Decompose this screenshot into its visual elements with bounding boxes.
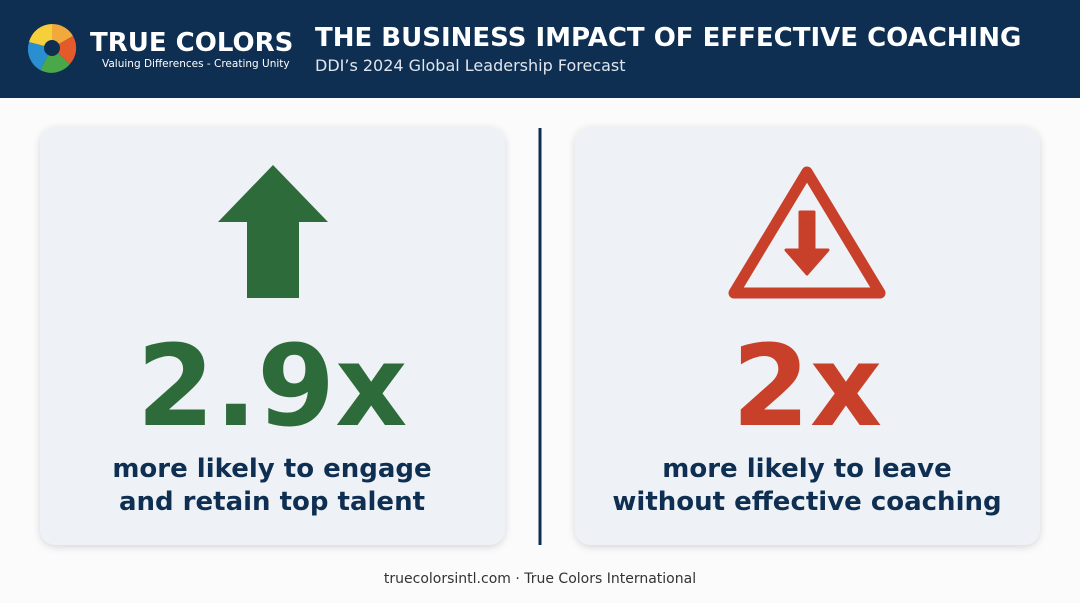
subtitle: DDI’s 2024 Global Leadership Forecast: [315, 56, 626, 75]
header-bar: [0, 0, 1080, 98]
card: [575, 127, 1040, 545]
card: [40, 127, 505, 545]
logo: [27, 23, 77, 73]
title: THE BUSINESS IMPACT OF EFFECTIVE COACHIN…: [315, 23, 1021, 53]
stat-text: more likely to engage: [112, 454, 431, 484]
stat-text: more likely to leave: [662, 454, 951, 484]
up-arrow-icon: [218, 165, 328, 298]
stat-value: 2x: [732, 322, 882, 452]
stat-text: without effective coaching: [612, 487, 1001, 517]
tagline: Valuing Differences - Creating Unity: [102, 58, 290, 70]
footer: truecolorsintl.com · True Colors Interna…: [384, 571, 696, 587]
stat-value: 2.9x: [137, 322, 408, 452]
stat-text: and retain top talent: [119, 487, 425, 517]
warning-icon: [728, 166, 886, 299]
brand: TRUE COLORS: [90, 28, 293, 58]
